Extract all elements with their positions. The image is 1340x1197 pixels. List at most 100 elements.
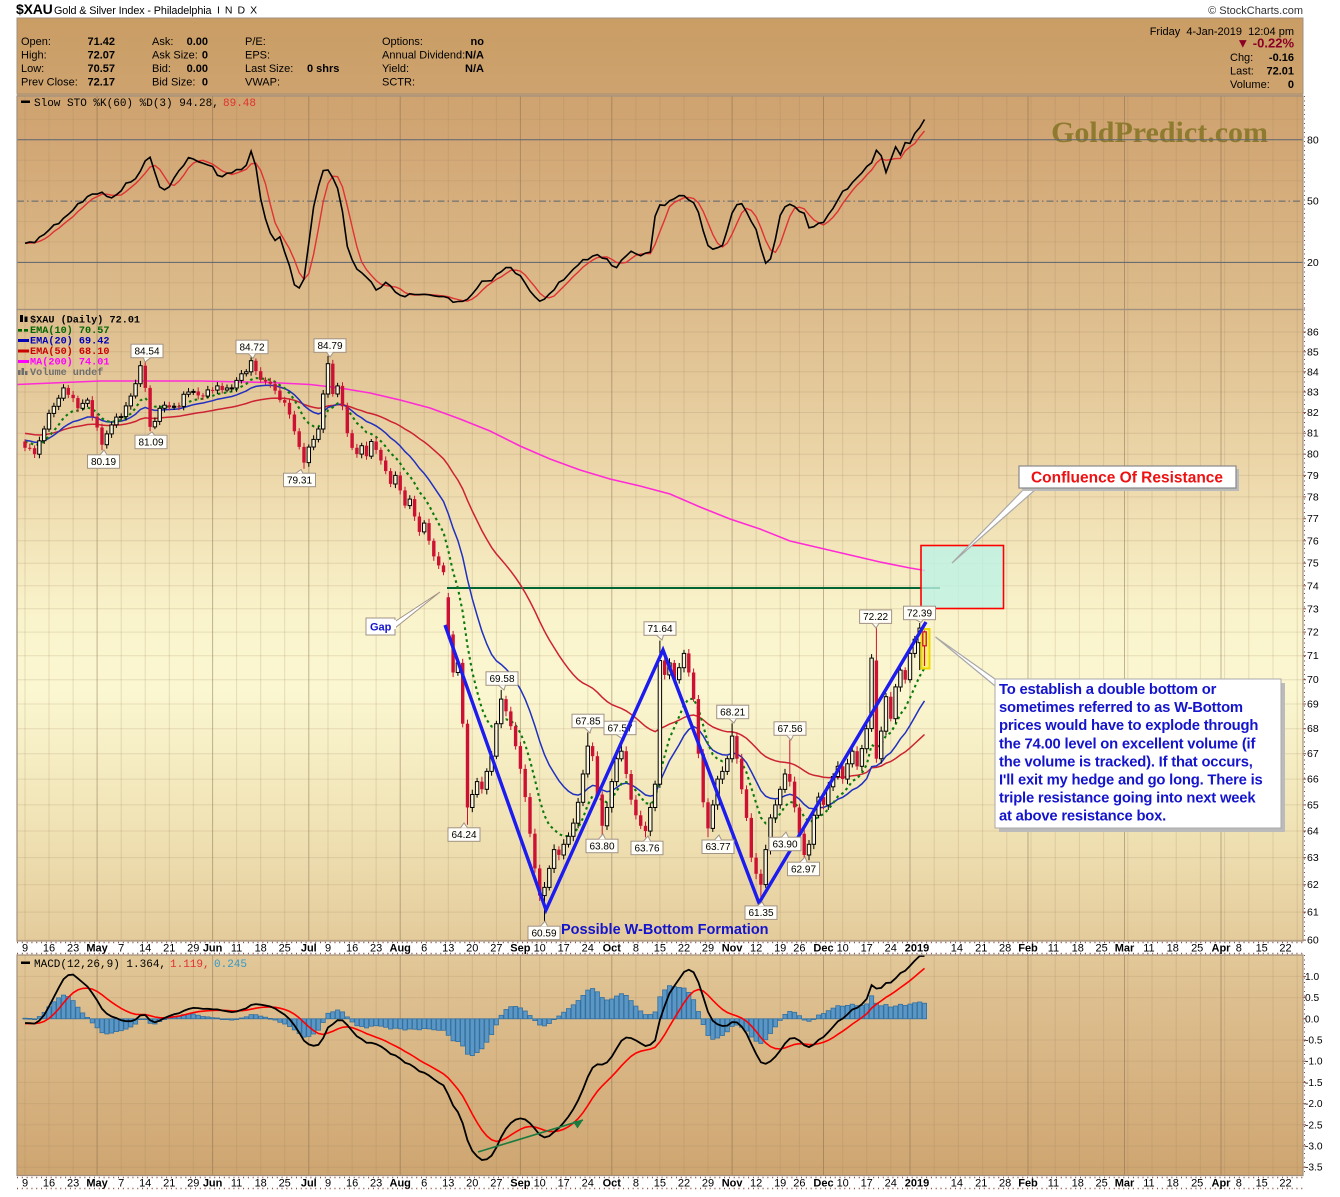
svg-text:-2.5: -2.5 (1305, 1120, 1323, 1131)
svg-text:Jun: Jun (203, 1178, 223, 1190)
svg-text:25: 25 (1191, 1178, 1203, 1190)
svg-text:14: 14 (951, 943, 963, 955)
svg-text:the volume is tracked). If tha: the volume is tracked). If that occurs, (999, 754, 1253, 770)
svg-text:25: 25 (279, 943, 291, 955)
svg-text:63: 63 (1307, 852, 1319, 864)
svg-text:26: 26 (793, 1178, 805, 1190)
svg-text:no: no (471, 36, 485, 48)
svg-text:Dec: Dec (813, 943, 833, 955)
svg-text:64.24: 64.24 (451, 830, 476, 841)
svg-text:Nov: Nov (722, 1178, 744, 1190)
svg-text:2019: 2019 (905, 1178, 929, 1190)
svg-text:1.0: 1.0 (1305, 972, 1319, 983)
svg-text:EPS:: EPS: (245, 50, 270, 62)
svg-text:24: 24 (885, 1178, 897, 1190)
svg-text:Oct: Oct (603, 1178, 622, 1190)
svg-text:-3.0: -3.0 (1305, 1142, 1323, 1153)
svg-text:18: 18 (1072, 1178, 1084, 1190)
svg-text:Gold & Silver Index - Philadel: Gold & Silver Index - Philadelphia (54, 5, 212, 17)
svg-text:Low:: Low: (21, 63, 44, 75)
svg-text:-1.0: -1.0 (1305, 1057, 1323, 1068)
svg-text:16: 16 (43, 1178, 55, 1190)
svg-text:Nov: Nov (722, 943, 744, 955)
svg-text:Prev Close:: Prev Close: (21, 77, 78, 89)
svg-text:Jul: Jul (301, 1178, 317, 1190)
svg-text:11: 11 (231, 1178, 242, 1190)
svg-text:Annual Dividend:: Annual Dividend: (382, 50, 465, 62)
svg-text:66: 66 (1307, 774, 1319, 786)
svg-text:6: 6 (421, 1178, 427, 1190)
svg-text:12: 12 (750, 1178, 762, 1190)
svg-text:9: 9 (325, 1178, 331, 1190)
svg-text:73: 73 (1307, 603, 1319, 615)
svg-text:16: 16 (346, 943, 358, 955)
svg-text:0: 0 (202, 50, 208, 62)
svg-text:Yield:: Yield: (382, 63, 409, 75)
svg-text:Oct: Oct (603, 943, 622, 955)
svg-text:0: 0 (202, 77, 208, 89)
svg-text:0.0: 0.0 (1305, 1014, 1319, 1025)
svg-text:6: 6 (421, 943, 427, 955)
svg-text:0: 0 (1288, 79, 1294, 91)
svg-text:72.01: 72.01 (1266, 66, 1294, 78)
svg-text:17: 17 (861, 1178, 873, 1190)
svg-text:63.76: 63.76 (634, 844, 659, 855)
svg-text:23: 23 (67, 1178, 79, 1190)
svg-text:72.22: 72.22 (863, 612, 888, 623)
svg-text:72.39: 72.39 (907, 609, 932, 620)
svg-text:Bid Size:: Bid Size: (152, 77, 195, 89)
svg-text:8: 8 (633, 943, 639, 955)
svg-text:14: 14 (951, 1178, 963, 1190)
svg-text:80: 80 (1307, 134, 1319, 146)
svg-text:61: 61 (1307, 907, 1319, 919)
svg-text:© StockCharts.com: © StockCharts.com (1208, 5, 1303, 17)
svg-text:GoldPredict.com: GoldPredict.com (1051, 116, 1268, 149)
svg-text:Last Size:: Last Size: (245, 63, 293, 75)
svg-text:83: 83 (1307, 387, 1319, 399)
svg-text:78: 78 (1307, 491, 1319, 503)
svg-text:28: 28 (999, 943, 1011, 955)
svg-text:7: 7 (118, 1178, 124, 1190)
svg-text:10: 10 (534, 1178, 546, 1190)
svg-text:Aug: Aug (390, 943, 411, 955)
svg-text:61.35: 61.35 (748, 908, 773, 919)
svg-text:23: 23 (370, 1178, 382, 1190)
svg-text:84.72: 84.72 (239, 343, 264, 354)
svg-text:22: 22 (678, 943, 690, 955)
svg-text:20: 20 (466, 1178, 478, 1190)
svg-text:84.54: 84.54 (134, 347, 159, 358)
svg-text:Apr: Apr (1212, 943, 1232, 955)
svg-text:9: 9 (22, 1178, 28, 1190)
svg-text:89.48: 89.48 (223, 98, 256, 110)
svg-text:63.77: 63.77 (705, 842, 730, 853)
svg-text:84.79: 84.79 (317, 341, 342, 352)
svg-text:21: 21 (975, 1178, 987, 1190)
svg-text:▼ -0.22%: ▼ -0.22% (1236, 36, 1294, 51)
svg-text:May: May (86, 1178, 108, 1190)
svg-text:To establish a double bottom o: To establish a double bottom or (999, 682, 1217, 698)
svg-text:26: 26 (793, 943, 805, 955)
svg-text:8: 8 (633, 1178, 639, 1190)
svg-text:Sep: Sep (510, 943, 530, 955)
svg-text:15: 15 (1256, 1178, 1268, 1190)
svg-text:20: 20 (1307, 257, 1319, 269)
svg-text:0.5: 0.5 (1305, 993, 1319, 1004)
svg-text:60.59: 60.59 (531, 929, 556, 940)
svg-text:24: 24 (582, 1178, 594, 1190)
svg-text:14: 14 (139, 1178, 151, 1190)
svg-text:Feb: Feb (1018, 943, 1038, 955)
svg-text:80.19: 80.19 (91, 457, 116, 468)
svg-text:Last:: Last: (1230, 66, 1254, 78)
svg-text:72.17: 72.17 (87, 77, 115, 89)
svg-text:Jul: Jul (301, 943, 317, 955)
svg-text:-0.16: -0.16 (1269, 52, 1294, 64)
svg-text:64: 64 (1307, 826, 1319, 838)
svg-text:18: 18 (1072, 943, 1084, 955)
svg-text:69: 69 (1307, 699, 1319, 711)
svg-text:SCTR:: SCTR: (382, 77, 415, 89)
svg-text:68.21: 68.21 (720, 708, 745, 719)
svg-text:70.57: 70.57 (87, 63, 115, 75)
svg-text:prices would have to explode t: prices would have to explode through (999, 718, 1258, 734)
svg-text:82: 82 (1307, 407, 1319, 419)
svg-text:29: 29 (702, 943, 714, 955)
